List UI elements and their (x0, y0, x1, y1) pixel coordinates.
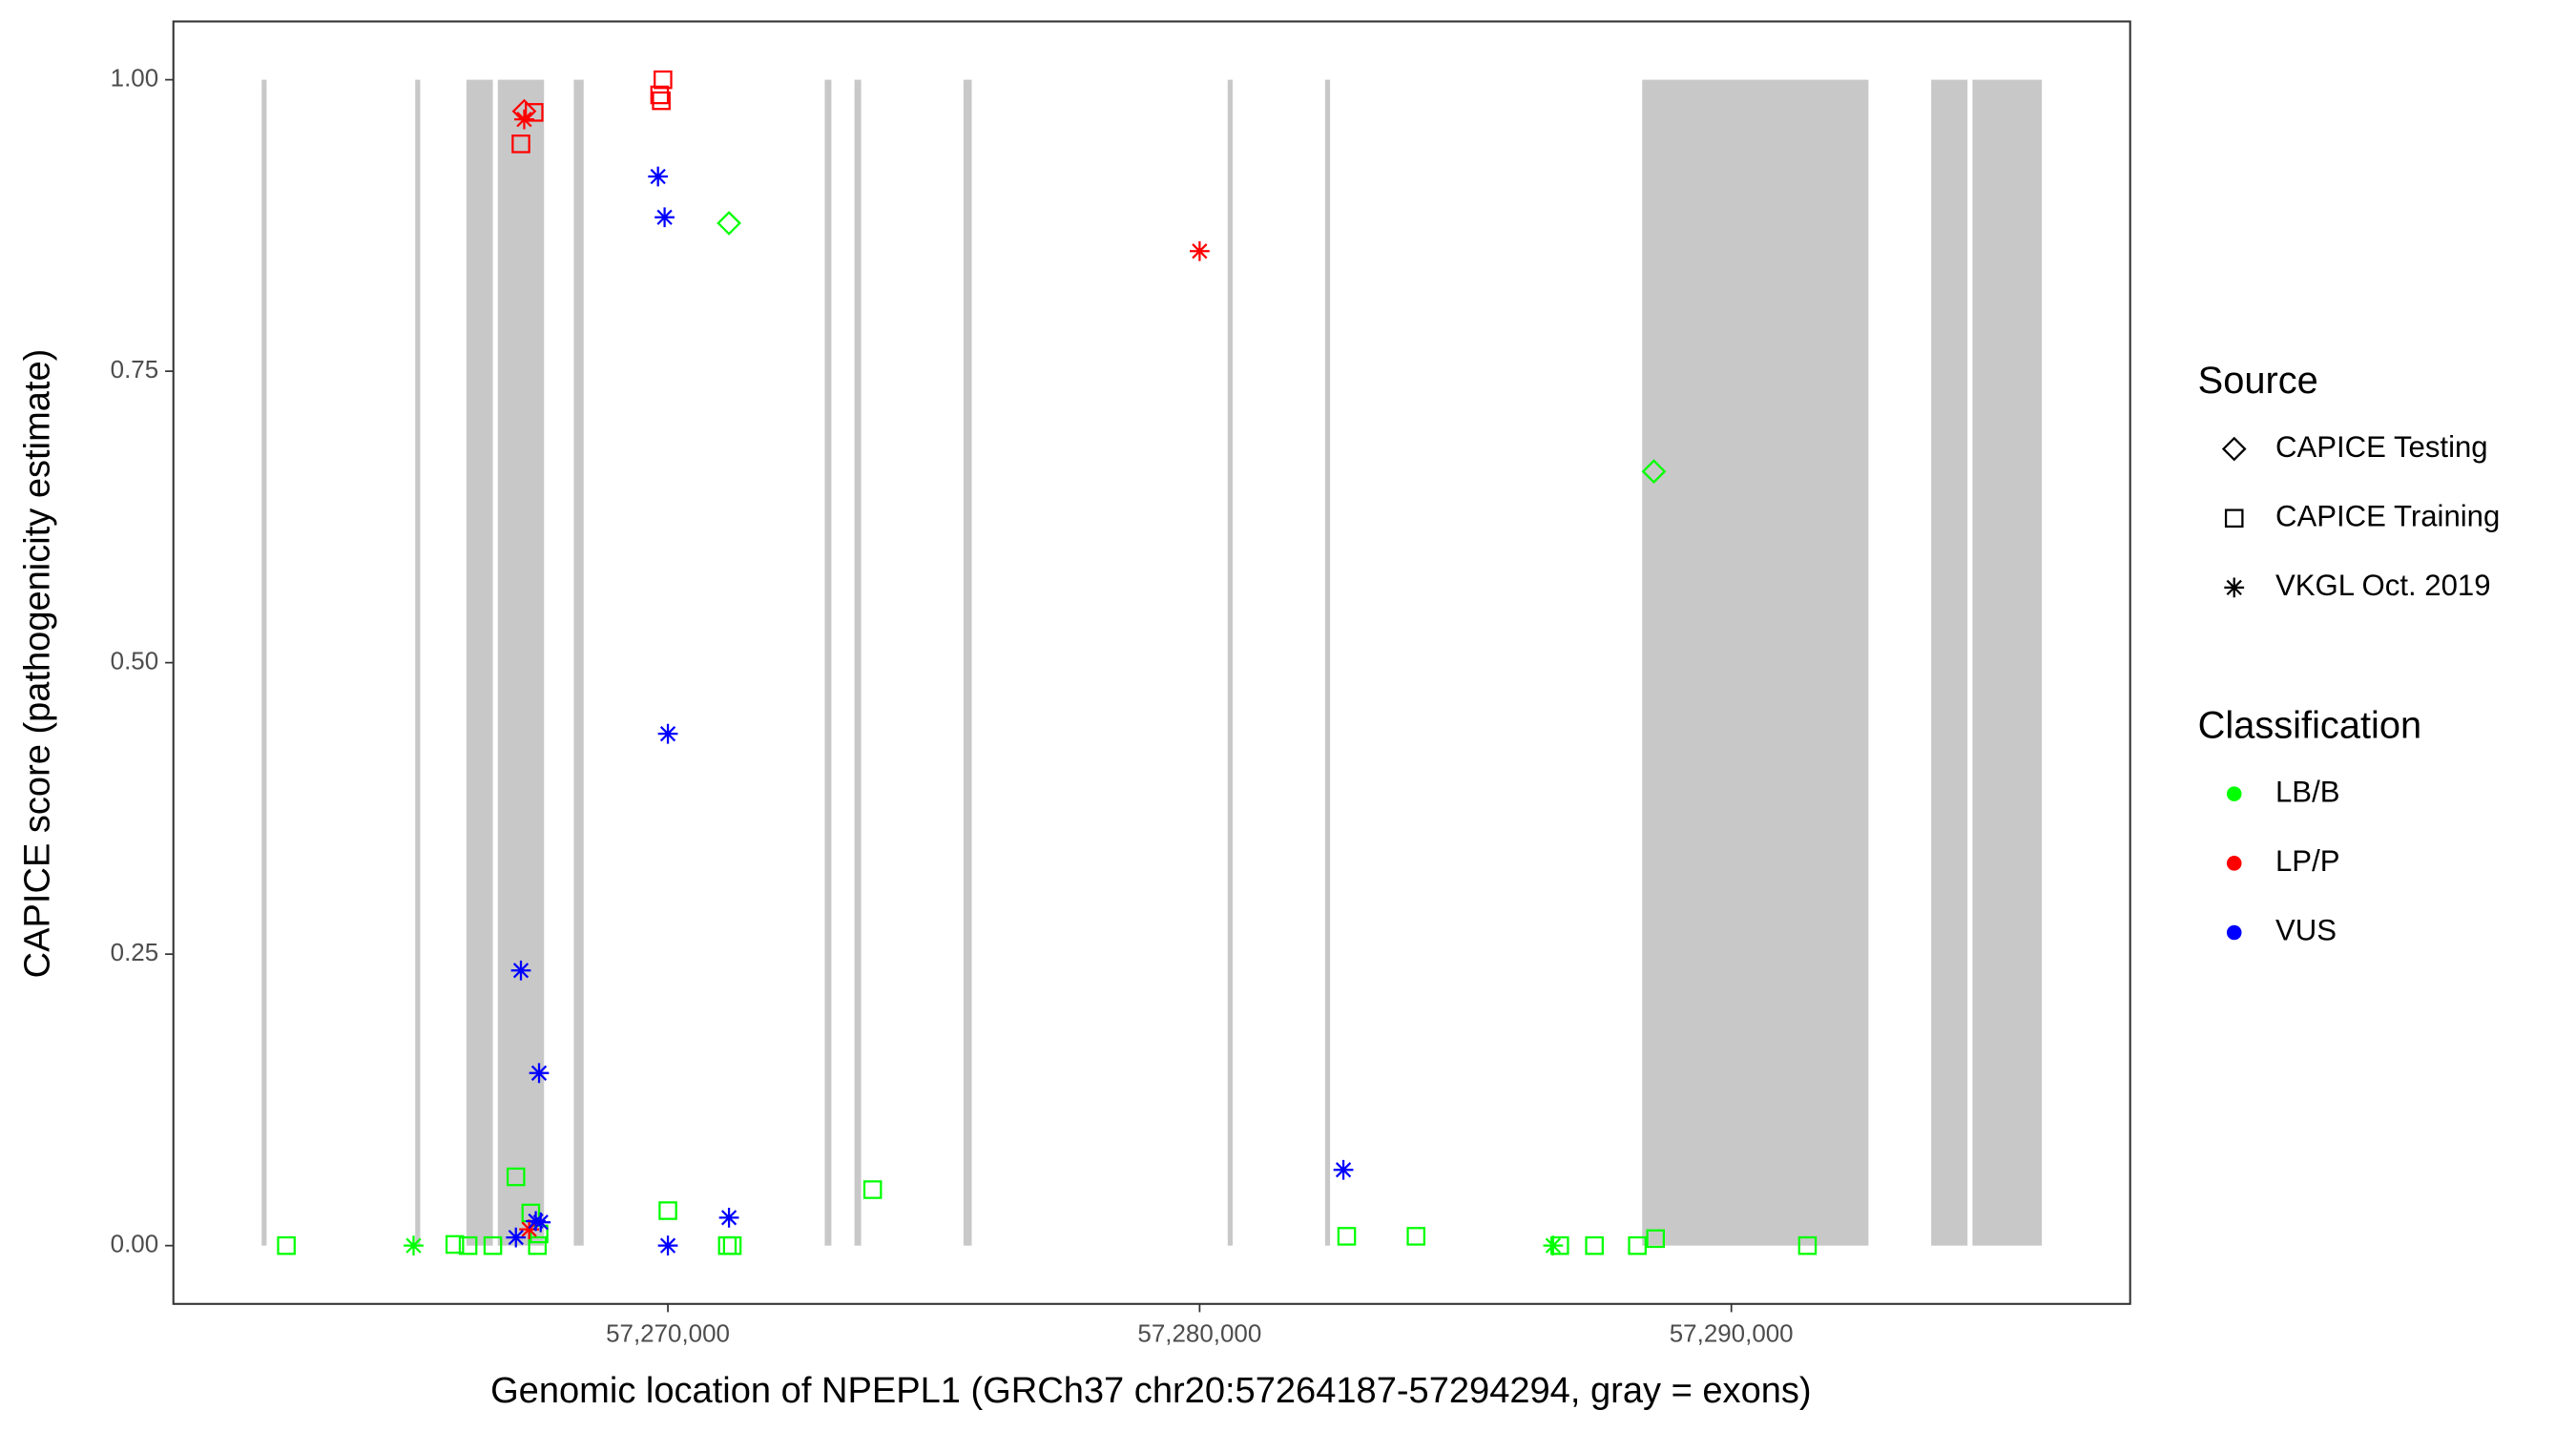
point (1646, 1229, 1666, 1249)
point (1797, 1235, 1818, 1255)
point (722, 1235, 742, 1255)
legend-label: CAPICE Testing (2275, 430, 2488, 464)
y-tick-label: 0.75 (111, 357, 158, 384)
legend-key (2226, 786, 2242, 801)
x-tick-label: 57,280,000 (1137, 1321, 1261, 1348)
point (862, 1180, 883, 1199)
exon (854, 79, 862, 1246)
y-tick-label: 1.00 (111, 65, 158, 92)
point (1337, 1227, 1357, 1246)
point (528, 1235, 548, 1255)
y-tick-label: 0.50 (111, 648, 158, 674)
legend-item: LP/P (2226, 844, 2339, 878)
legend-item: CAPICE Testing (2221, 430, 2488, 464)
exon (824, 79, 832, 1246)
exon (963, 79, 972, 1246)
exon (1227, 79, 1233, 1246)
legend-label: CAPICE Training (2275, 499, 2500, 532)
y-tick-label: 0.25 (111, 940, 158, 966)
point (1628, 1235, 1647, 1255)
legend-title: Source (2198, 360, 2318, 402)
x-tick-label: 57,270,000 (606, 1321, 730, 1348)
legend-item: CAPICE Training (2224, 499, 2500, 532)
point (519, 1219, 540, 1239)
legend-key (2224, 508, 2244, 529)
legend-label: LP/P (2275, 844, 2339, 878)
point (483, 1235, 503, 1255)
point (1189, 240, 1210, 261)
x-tick-label: 57,290,000 (1670, 1321, 1794, 1348)
point (654, 207, 675, 228)
y-tick-label: 0.00 (111, 1232, 158, 1258)
point (1585, 1235, 1604, 1255)
legend-item: LB/B (2226, 775, 2339, 808)
legend-key (2224, 577, 2245, 598)
point (1406, 1227, 1425, 1246)
point (506, 1227, 527, 1248)
point (458, 1235, 478, 1255)
legend-key (2221, 436, 2247, 462)
exon (415, 79, 421, 1246)
point (657, 1235, 678, 1256)
exon (497, 79, 545, 1246)
legend-label: LB/B (2275, 775, 2339, 808)
exon (1324, 79, 1331, 1246)
point (648, 166, 669, 187)
point (657, 723, 678, 744)
point (718, 1207, 739, 1228)
point (510, 960, 531, 981)
y-axis-title: CAPICE score (pathogenicity estimate) (18, 349, 58, 979)
legend-label: VUS (2275, 914, 2337, 947)
point (506, 1167, 526, 1187)
exon (573, 79, 584, 1246)
point (652, 91, 671, 111)
exon (466, 79, 493, 1246)
legend-key (2226, 856, 2242, 871)
point (277, 1235, 296, 1255)
point (445, 1234, 465, 1255)
point (404, 1235, 424, 1256)
exon (1931, 79, 1968, 1246)
point (1543, 1235, 1564, 1256)
point (1333, 1159, 1354, 1180)
point (650, 85, 670, 105)
legend-key (2226, 924, 2242, 941)
point (530, 1212, 551, 1233)
legend-item: VKGL Oct. 2019 (2224, 569, 2491, 602)
point (654, 70, 673, 90)
point (525, 103, 544, 122)
point (526, 1211, 546, 1232)
x-axis-title: Genomic location of NPEPL1 (GRCh37 chr20… (490, 1371, 1812, 1411)
plot-area (261, 70, 2043, 1256)
exon (1972, 79, 2043, 1246)
point (658, 1201, 677, 1220)
point (717, 211, 741, 236)
exon (261, 79, 267, 1246)
legend-item: VUS (2226, 914, 2337, 947)
point (514, 109, 534, 130)
legend-title: Classification (2198, 704, 2421, 746)
point (1641, 459, 1667, 485)
legend-label: VKGL Oct. 2019 (2275, 569, 2491, 602)
point (511, 135, 530, 154)
exon (1642, 79, 1869, 1246)
point (529, 1063, 550, 1084)
